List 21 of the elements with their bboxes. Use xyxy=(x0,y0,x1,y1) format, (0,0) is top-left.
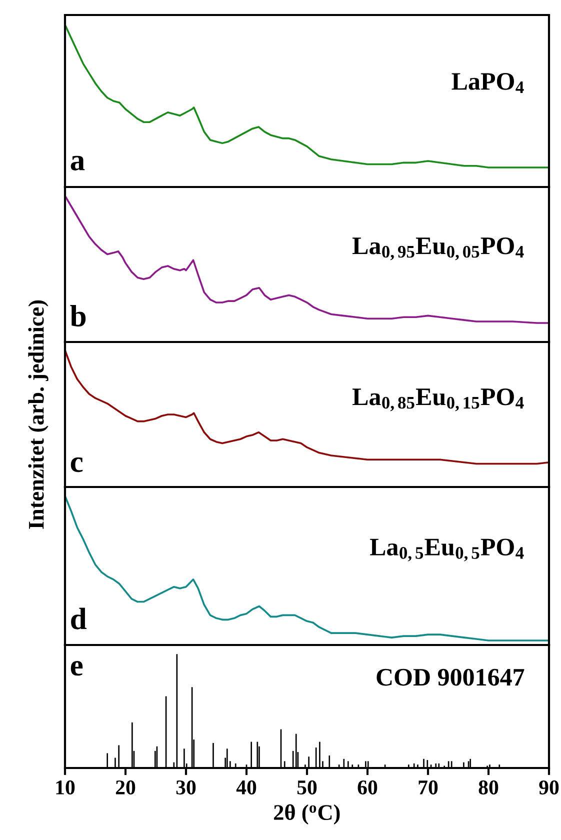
x-tick-label: 60 xyxy=(358,780,378,794)
annotation: c xyxy=(70,457,83,472)
annotation: La$_{0,5}$Eu$_{0,5}$PO$_{4}$ xyxy=(370,538,524,562)
annotation: d xyxy=(71,608,86,630)
annotation: b xyxy=(70,304,86,326)
annotation: LaPO$_{4}$ xyxy=(452,73,524,94)
annotation: COD 9001647 xyxy=(376,668,524,686)
x-tick-label: 80 xyxy=(478,780,498,794)
x-axis-title: 2θ ($^{o}$C) xyxy=(274,804,340,825)
x-tick-label: 10 xyxy=(56,780,75,794)
x-tick-label: 70 xyxy=(418,780,438,794)
x-tick-label: 90 xyxy=(539,780,559,794)
x-tick-label: 50 xyxy=(297,780,317,794)
x-tick-label: 40 xyxy=(236,780,256,794)
annotation: e xyxy=(70,661,83,676)
annotation: a xyxy=(70,156,85,170)
annotation: La$_{0,85}$Eu$_{0,15}$PO$_{4}$ xyxy=(352,388,524,412)
annotation: La$_{0,95}$Eu$_{0,05}$PO$_{4}$ xyxy=(352,238,524,260)
x-tick-label: 20 xyxy=(116,780,136,794)
x-tick-label: 30 xyxy=(176,780,196,794)
y-axis-title: Intenzitet (arb. jedinice) xyxy=(28,300,48,529)
